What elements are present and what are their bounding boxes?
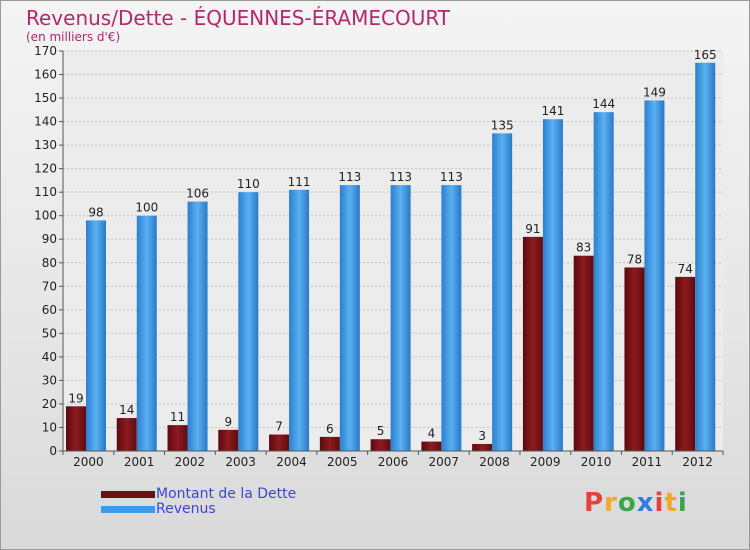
data-label-debt-2008: 3: [478, 429, 486, 443]
tick-label-x-2001: 2001: [124, 455, 155, 469]
data-label-debt-2005: 6: [326, 422, 334, 436]
data-label-debt-2000: 19: [68, 391, 83, 405]
bar-debt-2007: [421, 441, 442, 451]
data-label-debt-2011: 78: [627, 252, 642, 266]
tick-label-x-2012: 2012: [682, 455, 713, 469]
bar-revenus-2005: [339, 185, 360, 451]
data-label-revenus-2012: 165: [694, 48, 717, 62]
tick-label-x-2000: 2000: [73, 455, 104, 469]
tick-label-y-80: 80: [42, 256, 57, 270]
tick-label-y-150: 150: [34, 91, 57, 105]
bar-debt-2012: [675, 276, 696, 451]
data-label-debt-2010: 83: [576, 241, 591, 255]
data-label-revenus-2002: 106: [186, 187, 209, 201]
logo-letter: i: [654, 488, 665, 518]
data-label-revenus-2000: 98: [88, 205, 103, 219]
bar-debt-2002: [167, 425, 188, 451]
tick-label-x-2011: 2011: [632, 455, 663, 469]
tick-label-y-40: 40: [42, 350, 57, 364]
legend-swatch-revenus: [101, 506, 155, 513]
tick-label-y-30: 30: [42, 373, 57, 387]
data-label-revenus-2010: 144: [592, 97, 615, 111]
data-label-revenus-2004: 111: [288, 175, 311, 189]
chart-title: Revenus/Dette - ÉQUENNES-ÉRAMECOURT: [26, 6, 451, 30]
tick-label-y-110: 110: [34, 185, 57, 199]
tick-label-x-2005: 2005: [327, 455, 358, 469]
logo-letter: x: [636, 488, 655, 518]
bar-revenus-2006: [390, 185, 411, 451]
tick-label-x-2003: 2003: [225, 455, 256, 469]
data-label-debt-2004: 7: [275, 420, 283, 434]
logo-letter: o: [617, 488, 637, 518]
tick-label-x-2010: 2010: [581, 455, 612, 469]
bar-debt-2011: [624, 267, 645, 451]
bar-revenus-2001: [136, 215, 157, 451]
tick-label-y-20: 20: [42, 397, 57, 411]
bar-revenus-2009: [542, 119, 563, 451]
tick-label-x-2007: 2007: [428, 455, 459, 469]
tick-label-y-140: 140: [34, 115, 57, 129]
tick-label-y-160: 160: [34, 68, 57, 82]
data-label-debt-2006: 5: [377, 424, 385, 438]
data-label-debt-2003: 9: [224, 415, 232, 429]
data-label-revenus-2005: 113: [338, 170, 361, 184]
legend-label-debt: Montant de la Dette: [156, 486, 297, 502]
logo-letter: i: [677, 488, 688, 518]
bar-debt-2005: [319, 436, 340, 451]
tick-label-x-2004: 2004: [276, 455, 307, 469]
logo-letter: t: [664, 488, 678, 518]
tick-label-y-70: 70: [42, 279, 57, 293]
bar-revenus-2002: [187, 201, 208, 451]
tick-label-y-100: 100: [34, 209, 57, 223]
tick-label-x-2008: 2008: [479, 455, 510, 469]
bar-revenus-2007: [441, 185, 462, 451]
bar-debt-2010: [573, 255, 594, 451]
proxiti-logo: Proxiti: [584, 488, 688, 518]
data-label-debt-2012: 74: [678, 262, 693, 276]
bar-debt-2009: [522, 236, 543, 451]
tick-label-y-170: 170: [34, 44, 57, 58]
bar-debt-2000: [66, 406, 86, 451]
data-label-revenus-2006: 113: [389, 170, 412, 184]
legend-swatch-debt: [101, 491, 155, 498]
bar-revenus-2011: [644, 100, 665, 451]
logo-letter: P: [584, 488, 605, 518]
data-label-debt-2001: 14: [119, 403, 134, 417]
tick-label-y-60: 60: [42, 303, 57, 317]
bar-revenus-2003: [238, 192, 259, 452]
bar-debt-2003: [218, 429, 239, 451]
tick-label-y-10: 10: [42, 420, 57, 434]
data-label-revenus-2008: 135: [491, 118, 514, 132]
tick-label-y-50: 50: [42, 326, 57, 340]
logo-letter: r: [604, 488, 618, 518]
legend-label-revenus: Revenus: [156, 501, 216, 517]
bar-revenus-2008: [492, 133, 513, 451]
tick-label-x-2009: 2009: [530, 455, 561, 469]
tick-label-y-90: 90: [42, 232, 57, 246]
data-label-debt-2009: 91: [525, 222, 540, 236]
bar-revenus-2004: [289, 189, 310, 451]
data-label-revenus-2011: 149: [643, 85, 666, 99]
tick-label-y-130: 130: [34, 138, 57, 152]
tick-label-y-0: 0: [49, 444, 57, 458]
bar-revenus-2000: [86, 220, 106, 451]
chart-subtitle: (en milliers d'€): [26, 30, 121, 44]
tick-label-x-2006: 2006: [378, 455, 409, 469]
bar-debt-2008: [472, 443, 493, 451]
data-label-revenus-2003: 110: [237, 177, 260, 191]
data-label-debt-2002: 11: [170, 410, 185, 424]
data-label-revenus-2009: 141: [541, 104, 564, 118]
bar-debt-2001: [116, 418, 137, 451]
tick-label-y-120: 120: [34, 162, 57, 176]
bar-debt-2004: [269, 434, 290, 451]
bar-revenus-2010: [593, 112, 614, 452]
tick-label-x-2002: 2002: [175, 455, 206, 469]
data-label-debt-2007: 4: [428, 427, 436, 441]
data-label-revenus-2001: 100: [135, 201, 158, 215]
bar-revenus-2012: [695, 62, 716, 451]
bar-debt-2006: [370, 439, 391, 451]
data-label-revenus-2007: 113: [440, 170, 463, 184]
